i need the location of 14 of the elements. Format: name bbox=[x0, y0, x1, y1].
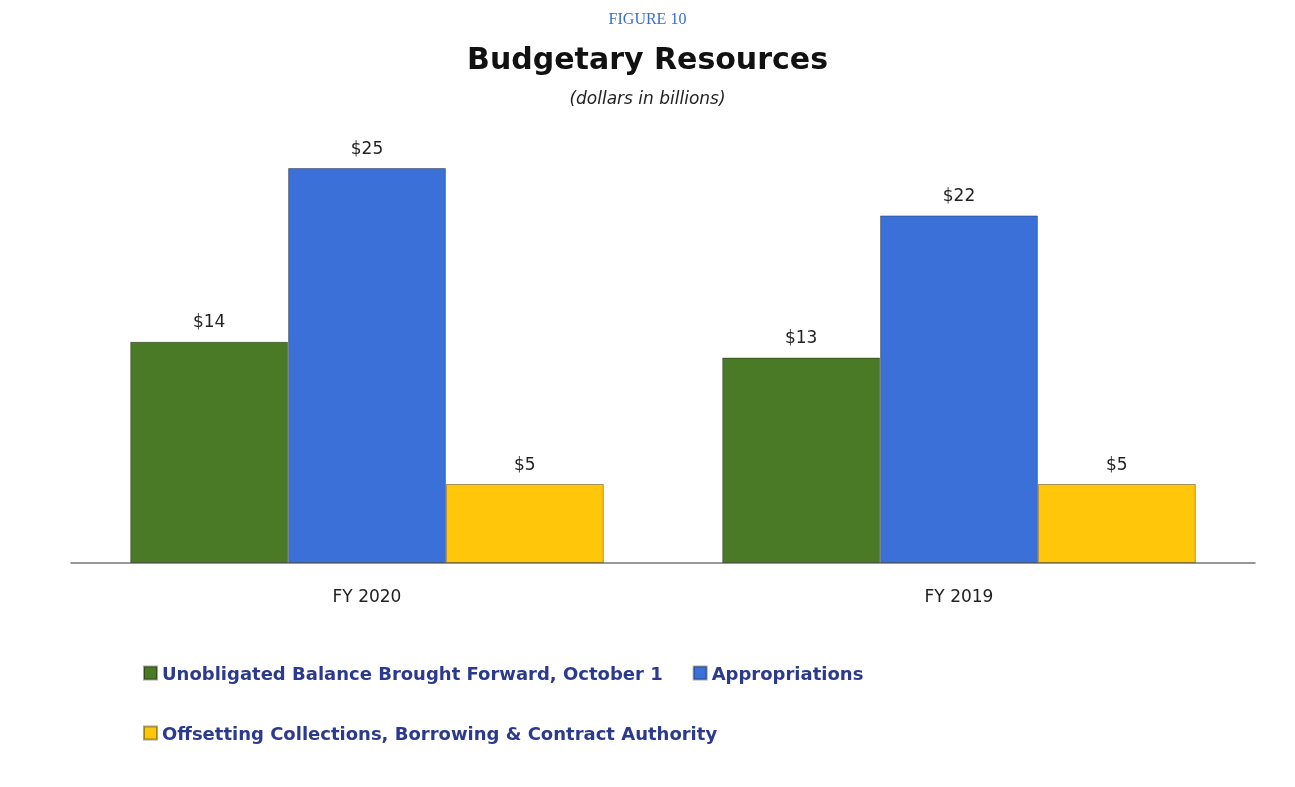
chart-subtitle: (dollars in billions) bbox=[569, 87, 726, 108]
x-tick-label: FY 2019 bbox=[924, 585, 994, 606]
legend-label: Unobligated Balance Brought Forward, October 1 bbox=[162, 662, 663, 684]
data-label: $5 bbox=[514, 453, 536, 474]
legend-label: Offsetting Collections, Borrowing & Contract Authority bbox=[162, 722, 718, 744]
x-tick-label: FY 2020 bbox=[332, 585, 402, 606]
data-label: $25 bbox=[350, 137, 384, 158]
caption: FIGURE 10 bbox=[608, 9, 687, 27]
data-label: $5 bbox=[1106, 453, 1128, 474]
chart-title: Budgetary Resources bbox=[467, 40, 828, 76]
legend-label: Appropriations bbox=[711, 662, 864, 684]
data-label: $22 bbox=[942, 184, 976, 205]
data-label: $13 bbox=[784, 327, 818, 348]
data-label: $14 bbox=[192, 311, 226, 332]
